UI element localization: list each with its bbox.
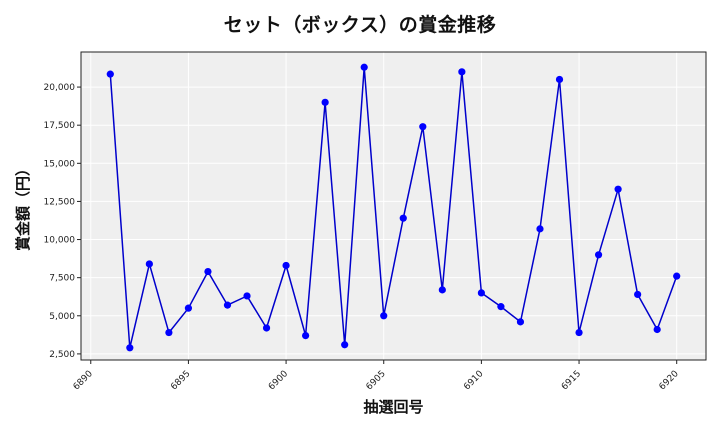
data-point <box>145 260 153 268</box>
data-point <box>653 325 661 334</box>
data-point <box>282 261 290 270</box>
chart-title: セット（ボックス）の賞金推移 <box>223 14 497 36</box>
data-point <box>302 332 310 340</box>
y-tick-label: 7,500 <box>49 274 75 284</box>
data-point <box>380 312 388 320</box>
x-tick-label: 6920 <box>658 369 681 392</box>
x-axis: 6890 6895 6900 6905 6910 6915 6920 <box>72 360 681 392</box>
x-tick-label: 6910 <box>462 369 485 392</box>
x-tick-label: 6915 <box>560 369 583 392</box>
plot-frame <box>80 51 707 361</box>
y-tick-label: 15,000 <box>44 159 76 169</box>
data-point <box>634 290 642 299</box>
plot-area <box>81 52 706 360</box>
data-point <box>262 324 271 332</box>
y-axis-label: 賞金額（円） <box>14 161 32 251</box>
data-point <box>106 70 114 78</box>
data-point <box>477 289 485 297</box>
data-point <box>555 75 564 84</box>
data-point <box>575 328 583 337</box>
y-tick-label: 10,000 <box>44 236 76 246</box>
data-point <box>419 123 427 131</box>
data-point <box>594 251 603 259</box>
x-axis-label: 抽選回号 <box>363 398 423 416</box>
data-point <box>360 63 368 71</box>
x-tick-label: 6895 <box>169 369 192 392</box>
data-point <box>204 267 212 276</box>
y-tick-label: 12,500 <box>44 197 76 207</box>
x-tick-label: 6905 <box>365 369 388 392</box>
gridlines <box>81 52 706 360</box>
data-point <box>321 98 329 106</box>
y-tick-label: 5,000 <box>49 312 75 322</box>
x-tick-label: 6890 <box>72 369 95 392</box>
data-point <box>243 292 251 300</box>
data-points <box>106 63 681 352</box>
y-tick-label: 2,500 <box>49 350 75 360</box>
data-point <box>341 341 349 349</box>
y-tick-label: 17,500 <box>44 121 76 131</box>
data-point <box>536 225 544 233</box>
data-point <box>126 344 134 352</box>
data-point <box>497 303 505 311</box>
data-point <box>673 272 681 280</box>
data-point <box>184 304 193 312</box>
data-series-line <box>109 66 678 349</box>
data-point <box>399 214 407 222</box>
y-tick-label: 20,000 <box>44 83 76 93</box>
data-point <box>458 68 466 76</box>
data-point <box>165 328 173 337</box>
data-point <box>516 318 525 326</box>
data-point <box>614 185 622 193</box>
y-axis: 2,500 5,000 7,500 10,000 12,500 15,000 17,500 2… <box>44 83 81 360</box>
data-point <box>438 286 446 294</box>
x-tick-label: 6900 <box>267 369 290 392</box>
data-point <box>223 301 232 309</box>
